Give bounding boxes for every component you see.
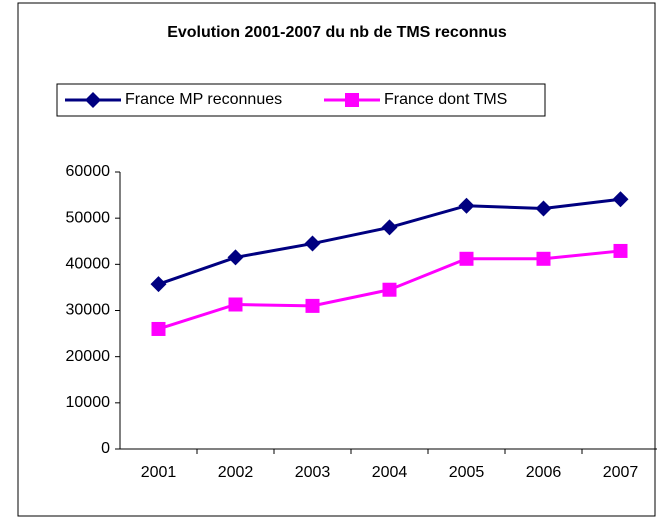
y-tick-label: 60000 (66, 163, 111, 180)
legend-marker (85, 92, 101, 108)
data-point (381, 219, 398, 236)
chart-title: Evolution 2001-2007 du nb de TMS reconnu… (167, 24, 507, 41)
data-point (536, 251, 551, 266)
x-tick-label: 2006 (526, 464, 562, 481)
data-point (458, 197, 475, 214)
chart-border (17, 2, 656, 517)
y-tick-label: 40000 (66, 256, 111, 273)
legend-label: France MP reconnues (125, 91, 282, 108)
x-tick-label: 2005 (449, 464, 485, 481)
y-tick-label: 20000 (66, 348, 111, 365)
data-point (304, 235, 321, 252)
data-point (227, 249, 244, 266)
data-point (228, 297, 243, 312)
data-point (535, 200, 552, 217)
data-point (612, 191, 629, 208)
data-point (382, 282, 397, 297)
legend-box (56, 83, 546, 117)
x-tick-label: 2003 (295, 464, 331, 481)
y-tick-label: 0 (101, 440, 110, 457)
x-tick-label: 2004 (372, 464, 408, 481)
legend-marker (345, 93, 359, 107)
x-tick-label: 2002 (218, 464, 254, 481)
y-tick-label: 10000 (66, 394, 111, 411)
y-tick-label: 30000 (66, 302, 111, 319)
x-tick-label: 2001 (141, 464, 177, 481)
data-point (613, 243, 628, 258)
legend-label: France dont TMS (384, 91, 507, 108)
data-point (459, 251, 474, 266)
data-point (150, 276, 167, 293)
x-tick-label: 2007 (603, 464, 639, 481)
y-tick-label: 50000 (66, 209, 111, 226)
data-point (305, 298, 320, 313)
data-point (151, 321, 166, 336)
